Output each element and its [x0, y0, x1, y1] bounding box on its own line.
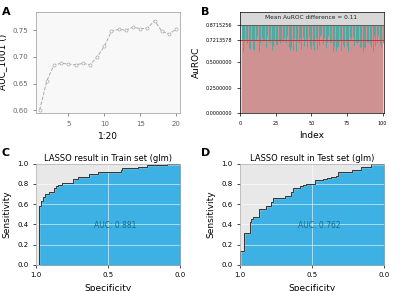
X-axis label: Specificity: Specificity — [84, 284, 132, 291]
Text: B: B — [201, 7, 209, 17]
Text: AUC: 0.881: AUC: 0.881 — [94, 221, 136, 230]
Y-axis label: Sensitivity: Sensitivity — [2, 190, 12, 238]
Title: LASSO result in Train set (glm): LASSO result in Train set (glm) — [44, 154, 172, 163]
Text: D: D — [201, 148, 210, 158]
Y-axis label: Sensitivity: Sensitivity — [207, 190, 216, 238]
Y-axis label: AUC_1001 (): AUC_1001 () — [0, 34, 7, 91]
Text: A: A — [2, 7, 11, 17]
Y-axis label: AuROC: AuROC — [192, 47, 200, 78]
Text: Mean AuROC difference = 0.11: Mean AuROC difference = 0.11 — [265, 15, 357, 20]
Title: LASSO result in Test set (glm): LASSO result in Test set (glm) — [250, 154, 374, 163]
Text: C: C — [2, 148, 10, 158]
Text: AUC: 0.762: AUC: 0.762 — [298, 221, 341, 230]
X-axis label: Specificity: Specificity — [288, 284, 336, 291]
X-axis label: 1:20: 1:20 — [98, 132, 118, 141]
X-axis label: Index: Index — [300, 131, 324, 140]
